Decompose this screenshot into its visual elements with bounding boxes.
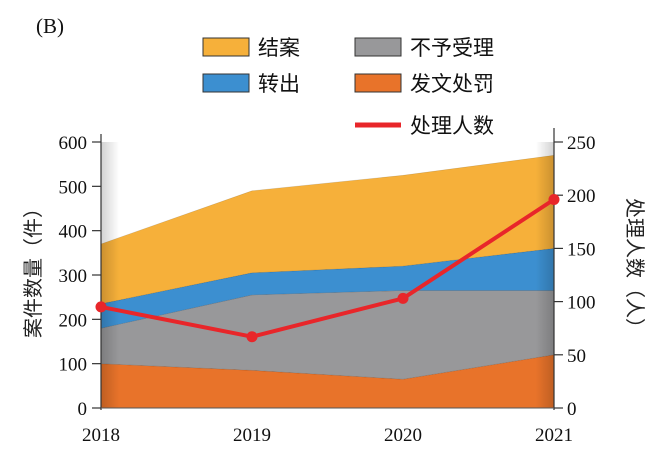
left-tick-label: 300 <box>59 266 88 287</box>
left-tick-label: 0 <box>78 399 88 420</box>
x-axis: 2018 2019 2020 2021 <box>82 407 573 446</box>
left-tick-label: 600 <box>59 133 88 154</box>
right-tick-label: 200 <box>567 186 596 207</box>
left-axis: 0 100 200 300 400 500 600 <box>59 133 102 420</box>
legend-swatch <box>354 37 402 57</box>
x-tick-label: 2018 <box>82 425 120 446</box>
right-tick-label: 50 <box>567 346 586 367</box>
left-tick-label: 100 <box>59 355 88 376</box>
line-point <box>95 301 107 313</box>
right-tick-label: 100 <box>567 293 596 314</box>
line-point <box>397 292 409 304</box>
left-axis-title: 案件数量（件） <box>21 198 45 338</box>
right-tick-label: 150 <box>567 239 596 260</box>
legend-swatch <box>354 73 402 93</box>
legend-swatch <box>202 73 250 93</box>
right-tick-label: 0 <box>567 399 577 420</box>
x-tick-label: 2020 <box>384 425 422 446</box>
left-tick-label: 200 <box>59 310 88 331</box>
line-series <box>95 193 560 343</box>
left-tick-label: 400 <box>59 222 88 243</box>
legend-label: 不予受理 <box>410 36 494 60</box>
line-point <box>246 331 258 343</box>
line-point <box>548 193 560 205</box>
legend-label: 处理人数 <box>410 114 494 138</box>
right-axis-title: 处理人数（人） <box>623 198 647 338</box>
panel-label: (B) <box>36 14 64 38</box>
legend-label: 转出 <box>258 72 300 96</box>
x-tick-label: 2019 <box>233 425 271 446</box>
right-axis: 0 50 100 150 200 250 <box>553 128 596 420</box>
area-edge-shade <box>101 142 554 408</box>
x-tick-label: 2021 <box>535 425 573 446</box>
right-tick-label: 250 <box>567 133 596 154</box>
line-path <box>100 197 556 339</box>
legend-label: 发文处罚 <box>410 72 494 96</box>
left-tick-label: 500 <box>59 177 88 198</box>
legend-label: 结案 <box>258 36 300 60</box>
legend-swatch <box>202 37 250 57</box>
